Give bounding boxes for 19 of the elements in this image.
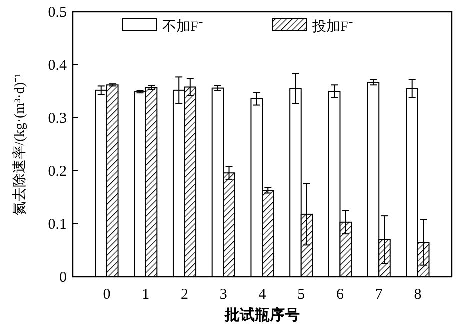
x-tick-label: 2 [181,287,189,303]
x-tick-label: 7 [375,287,384,303]
x-tick-label: 0 [103,287,111,303]
x-axis-title: 批试瓶序号 [224,306,300,324]
x-tick-label: 5 [298,287,306,303]
legend-label: 不加F⁻ [162,19,204,35]
x-tick-label: 6 [336,287,344,303]
x-tick-label: 8 [414,287,422,303]
y-axis-title: 氮去除速率/(kg·(m³·d)⁻¹ [12,73,28,216]
y-tick-label: 0.1 [48,217,67,233]
y-tick-label: 0.4 [48,58,68,74]
y-tick-label: 0.2 [48,164,67,180]
y-tick-label: 0 [60,270,67,286]
legend-label: 投加F⁻ [312,19,354,35]
y-tick-label: 0.5 [48,5,67,21]
y-tick-label: 0.3 [48,111,67,127]
x-tick-label: 1 [142,287,150,303]
x-tick-label: 4 [258,287,267,303]
x-tick-label: 3 [220,287,228,303]
